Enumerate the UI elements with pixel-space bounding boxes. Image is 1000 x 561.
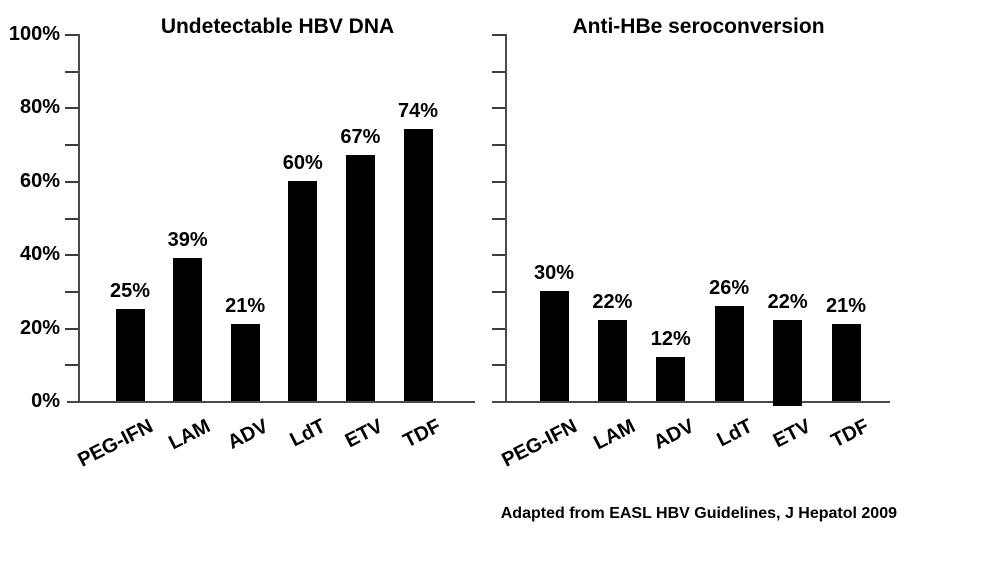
bar-value-label: 30%: [533, 261, 575, 284]
bar-value-label: 21%: [825, 294, 867, 317]
bar-lam: [597, 320, 627, 401]
bar-value-label: 74%: [397, 100, 439, 123]
bar-ldt: [288, 180, 318, 401]
y-axis-tick: [492, 144, 505, 147]
bar-peg-ifn: [539, 290, 569, 401]
bar-value-label: 60%: [282, 151, 323, 174]
y-axis-tick: [492, 217, 505, 220]
x-axis-line: [492, 401, 890, 403]
y-tick-label: 60%: [19, 169, 60, 192]
bar-value-label: 25%: [109, 280, 151, 303]
bar-lam: [173, 257, 203, 401]
x-category-label-text: PEG-IFN: [498, 415, 581, 472]
y-axis-tick: [65, 290, 78, 293]
chart-title-undetectable-hbv-dna: Undetectable HBV DNA: [160, 15, 395, 38]
bar-value-label: 12%: [650, 327, 691, 350]
y-axis-tick: [65, 34, 78, 36]
y-tick-label: 80%: [19, 96, 60, 119]
x-category-label-text: ADV: [649, 415, 698, 454]
y-axis-tick: [65, 217, 78, 220]
y-axis-tick: [65, 364, 78, 367]
y-axis-tick: [492, 290, 505, 293]
x-category-label-text: LAM: [165, 415, 215, 455]
x-category-label-text: ETV: [342, 415, 387, 453]
bar-peg-ifn: [115, 309, 145, 401]
y-axis-tick: [65, 327, 78, 330]
x-category-label-text: LdT: [713, 415, 756, 452]
y-axis-tick: [492, 107, 505, 110]
bar-value-label: 21%: [225, 294, 266, 317]
y-axis-line: [78, 34, 80, 403]
y-tick-label: 20%: [19, 316, 60, 339]
bar-value-label: 26%: [709, 276, 750, 299]
bar-value-label: 22%: [767, 291, 808, 314]
y-axis-tick: [492, 327, 505, 330]
x-axis-line: [67, 401, 475, 403]
x-category-label-text: LdT: [286, 415, 330, 452]
y-axis-tick: [492, 180, 505, 183]
y-axis-tick: [492, 70, 505, 73]
bar-value-label: 67%: [340, 126, 381, 149]
y-axis-tick: [65, 180, 78, 183]
y-tick-label: 0%: [31, 390, 60, 412]
source-attribution: Adapted from EASL HBV Guidelines, J Hepa…: [500, 505, 897, 522]
y-axis-tick: [65, 107, 78, 110]
bar-tdf: [403, 129, 433, 401]
bar-etv: [345, 155, 375, 401]
y-axis-tick: [65, 254, 78, 257]
y-tick-label: 100%: [8, 23, 60, 45]
chart-title-anti-hbe-seroconversion: Anti-HBe seroconversion: [572, 15, 825, 38]
bar-adv: [656, 356, 686, 401]
y-axis-tick: [65, 144, 78, 147]
bar-etv: [773, 320, 803, 406]
y-tick-label: 40%: [19, 243, 60, 266]
bar-value-label: 39%: [167, 228, 208, 251]
bar-tdf: [831, 323, 861, 401]
x-category-label-text: ETV: [769, 415, 815, 453]
y-axis-tick: [492, 364, 505, 367]
bar-adv: [230, 323, 260, 401]
bar-value-label: 22%: [592, 291, 633, 314]
bar-ldt: [714, 305, 744, 401]
x-category-label-text: TDF: [399, 415, 445, 453]
y-axis-tick: [492, 254, 505, 257]
y-axis-tick: [65, 70, 78, 73]
x-category-label-text: ADV: [224, 415, 272, 454]
x-category-label-text: PEG-IFN: [74, 415, 157, 472]
x-category-label-text: LAM: [590, 415, 639, 455]
y-axis-tick: [492, 34, 505, 36]
y-axis-line: [505, 34, 507, 403]
x-category-label-text: TDF: [827, 415, 873, 453]
